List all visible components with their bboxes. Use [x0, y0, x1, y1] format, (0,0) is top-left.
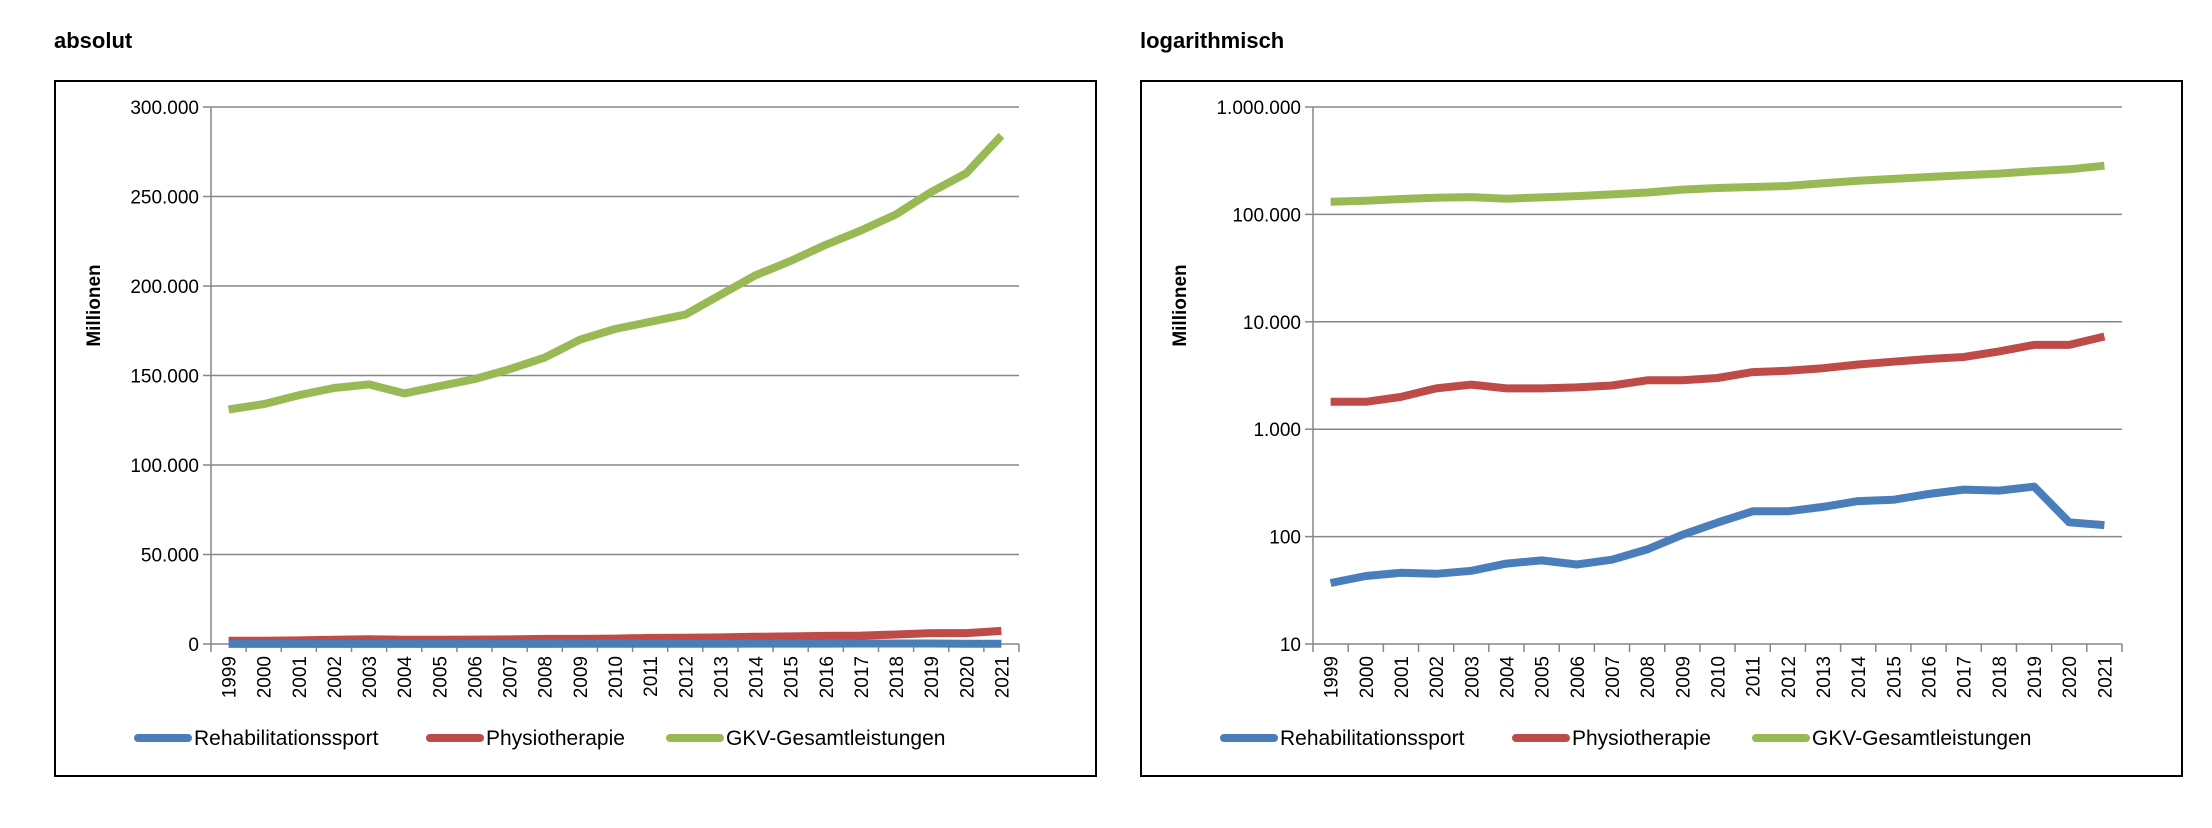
- x-tick-label: 2011: [1744, 656, 1765, 697]
- x-tick-label: 2017: [1955, 656, 1976, 698]
- x-tick-label: 2012: [1779, 656, 1800, 698]
- x-tick-label: 2021: [2095, 656, 2116, 698]
- x-tick-label: 2008: [1638, 656, 1659, 698]
- x-tick-label: 2005: [430, 656, 451, 698]
- series-line-physiotherapie: [1330, 332, 2106, 406]
- x-tick-label: 2004: [395, 656, 416, 699]
- chart-absolut: 0 50.000 100.000 150.000 200.000 250.000 300.0…: [54, 80, 1097, 777]
- y-tick-label: 50.000: [141, 546, 199, 567]
- y-tick-label: 10: [1280, 635, 1301, 656]
- y-tick-label: 200.000: [130, 277, 199, 298]
- x-tick-label: 2000: [1357, 656, 1378, 698]
- y-tick-label: 10.000: [1243, 313, 1301, 334]
- x-tick-label: 2016: [1920, 656, 1941, 698]
- chart-title-absolut: absolut: [54, 28, 133, 53]
- x-tick-label: 2008: [536, 656, 557, 698]
- legend-label: Physiotherapie: [486, 727, 625, 750]
- series-line-gkv-gesamtleistungen: [227, 132, 1005, 414]
- x-tick-label: 2016: [817, 656, 838, 698]
- x-tick-label: 2000: [255, 656, 276, 698]
- series-line-physiotherapie: [228, 626, 1002, 645]
- series-line-rehabilitationssport: [1329, 482, 2105, 587]
- y-tick-label: 250.000: [130, 188, 199, 209]
- x-tick-label: 2020: [2060, 656, 2081, 698]
- x-tick-label: 2004: [1497, 656, 1518, 699]
- x-tick-label: 2019: [922, 656, 943, 698]
- x-tick-label: 2010: [606, 656, 627, 698]
- x-tick-label: 2002: [1427, 656, 1448, 698]
- chart-title-logarithmisch: logarithmisch: [1140, 28, 1285, 53]
- legend-label: Rehabilitationssport: [194, 727, 379, 750]
- y-tick-label: 300.000: [130, 98, 199, 119]
- x-tick-label: 2013: [1814, 656, 1835, 698]
- x-tick-label: 2006: [1568, 656, 1589, 698]
- x-tick-label: 2001: [1392, 656, 1413, 698]
- y-tick-label: 1.000: [1253, 420, 1301, 441]
- x-tick-label: 2001: [290, 656, 311, 698]
- x-tick-label: 2002: [325, 656, 346, 698]
- x-tick-label: 2015: [782, 656, 803, 698]
- x-tick-label: 1999: [220, 656, 241, 698]
- x-tick-label: 2012: [676, 656, 697, 698]
- x-tick-label: 2019: [2025, 656, 2046, 698]
- x-tick-label: 2014: [747, 656, 768, 699]
- x-tick-label: 2018: [887, 656, 908, 698]
- x-tick-label: 2005: [1533, 656, 1554, 698]
- x-tick-label: 2013: [711, 656, 732, 698]
- legend-label: GKV-Gesamtleistungen: [1812, 727, 2031, 750]
- y-tick-label: 100.000: [1232, 205, 1301, 226]
- x-tick-label: 2007: [1603, 656, 1624, 698]
- x-tick-label: 2009: [1673, 656, 1694, 698]
- chart-logarithmisch: 10 100 1.000 10.000 100.000 1.000.000 1999 2000…: [1140, 80, 2183, 777]
- legend-label: GKV-Gesamtleistungen: [726, 727, 945, 750]
- y-axis-title: Millionen: [1170, 264, 1191, 346]
- x-tick-label: 2018: [1990, 656, 2011, 698]
- series-line-gkv-gesamtleistungen: [1330, 161, 2105, 206]
- legend-label: Physiotherapie: [1572, 727, 1711, 750]
- y-tick-label: 150.000: [130, 367, 199, 388]
- x-tick-label: 2003: [360, 656, 381, 698]
- x-tick-label: 2021: [992, 656, 1013, 698]
- x-tick-label: 2010: [1709, 656, 1730, 698]
- chart-absolut-svg: 0 50.000 100.000 150.000 200.000 250.000 300.0…: [84, 98, 1020, 750]
- x-tick-label: 2011: [641, 656, 662, 697]
- x-tick-label: 1999: [1322, 656, 1343, 698]
- y-axis-title: Millionen: [84, 264, 105, 346]
- x-tick-label: 2006: [465, 656, 486, 698]
- x-tick-label: 2003: [1462, 656, 1483, 698]
- x-tick-label: 2020: [957, 656, 978, 698]
- x-tick-label: 2017: [852, 656, 873, 698]
- x-tick-label: 2015: [1884, 656, 1905, 698]
- x-tick-label: 2009: [571, 656, 592, 698]
- y-tick-label: 1.000.000: [1216, 98, 1301, 119]
- y-tick-label: 100.000: [130, 456, 199, 477]
- legend-label: Rehabilitationssport: [1280, 727, 1465, 750]
- y-tick-label: 100: [1269, 528, 1301, 549]
- x-tick-label: 2007: [501, 656, 522, 698]
- y-tick-label: 0: [188, 635, 199, 656]
- x-tick-label: 2014: [1849, 656, 1870, 699]
- chart-logarithmisch-svg: 10 100 1.000 10.000 100.000 1.000.000 1999 2000…: [1170, 98, 2123, 750]
